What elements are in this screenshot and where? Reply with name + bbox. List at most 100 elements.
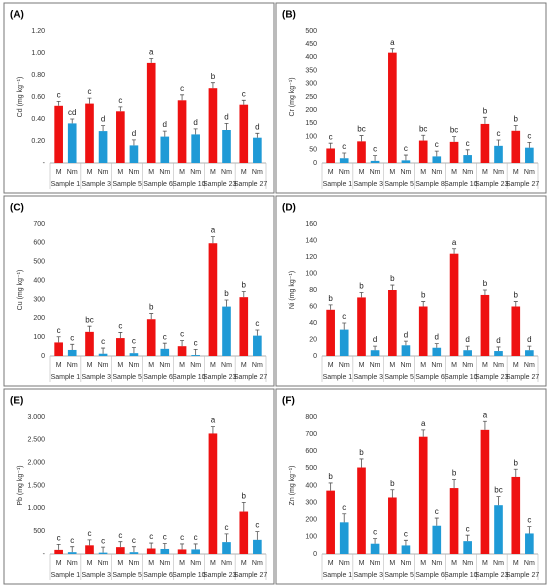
series-label: Nm: [493, 362, 504, 369]
bar: [239, 297, 249, 356]
error-bar: [465, 534, 470, 542]
panel-label: (E): [10, 396, 23, 407]
error-bar: [193, 349, 198, 356]
significance-letter: d: [224, 113, 228, 122]
y-tick-label: 100: [305, 534, 317, 541]
error-bar: [421, 301, 426, 307]
error-bar: [421, 429, 426, 437]
bar: [494, 145, 503, 163]
significance-letter: b: [421, 291, 426, 300]
significance-letter: c: [57, 91, 61, 100]
x-tick-label: Sample 3: [81, 572, 111, 579]
series-label: Nm: [159, 560, 170, 567]
error-bar: [118, 332, 123, 339]
y-tick-label: -: [43, 160, 46, 167]
x-tick-label: Sample 23: [475, 572, 509, 579]
x-tick-label: Sample 23: [203, 374, 237, 381]
series-label: M: [179, 362, 185, 369]
bar: [129, 145, 139, 163]
bar: [98, 552, 108, 554]
error-bar: [193, 543, 198, 550]
y-tick-label: 80: [309, 287, 317, 294]
significance-letter: c: [435, 140, 439, 149]
bar: [494, 505, 503, 554]
significance-letter: c: [404, 529, 408, 538]
significance-letter: c: [180, 533, 184, 542]
series-label: Nm: [431, 169, 442, 176]
significance-letter: c: [87, 529, 91, 538]
bar: [129, 552, 139, 554]
bar: [208, 88, 218, 163]
significance-letter: b: [452, 469, 457, 478]
bar: [463, 541, 472, 554]
series-label: Nm: [339, 560, 350, 567]
significance-letter: a: [149, 48, 154, 57]
y-tick-label: 0.60: [31, 94, 45, 101]
x-tick-label: Sample 5: [112, 374, 142, 381]
error-bar: [241, 99, 246, 105]
bar: [67, 349, 77, 356]
series-label: M: [56, 560, 62, 567]
panel-label: (A): [10, 10, 24, 21]
error-bar: [70, 343, 75, 350]
error-bar: [527, 526, 532, 534]
series-label: Nm: [462, 169, 473, 176]
significance-letter: b: [514, 115, 519, 124]
series-label: Nm: [67, 169, 78, 176]
y-tick-label: 700: [305, 431, 317, 438]
series-label: M: [451, 560, 457, 567]
error-bar: [465, 149, 470, 156]
significance-letter: b: [359, 448, 364, 457]
bar: [116, 547, 125, 554]
series-label: Nm: [400, 560, 411, 567]
bar: [339, 522, 349, 554]
panel-label: (D): [282, 203, 296, 214]
panel: (F) Zn (mg kg⁻¹) 0 100 200 300 400 500 600 700 800…: [275, 388, 547, 585]
error-bar: [70, 546, 75, 553]
y-tick-label: 300: [305, 81, 317, 88]
significance-letter: c: [163, 332, 167, 341]
panel: (B) Cr (mg kg⁻¹) 0 50 100 150 200 250 300 350 400 4…: [275, 2, 547, 194]
series-label: M: [328, 362, 334, 369]
error-bar: [149, 58, 154, 63]
y-tick-label: 0.20: [31, 138, 45, 145]
bar: [401, 160, 411, 163]
error-bar: [513, 301, 518, 307]
bar: [129, 353, 139, 356]
series-label: Nm: [524, 362, 535, 369]
significance-letter: a: [421, 419, 426, 428]
error-bar: [224, 533, 229, 543]
significance-letter: c: [527, 132, 531, 141]
significance-letter: d: [373, 335, 377, 344]
series-label: Nm: [339, 362, 350, 369]
bar: [370, 350, 380, 356]
x-tick-label: Sample 3: [353, 572, 383, 579]
error-bar: [210, 426, 215, 434]
series-label: Nm: [400, 169, 411, 176]
series-label: Nm: [67, 362, 78, 369]
error-bar: [210, 236, 215, 244]
bar: [388, 52, 397, 164]
significance-letter: b: [390, 274, 395, 283]
significance-letter: c: [57, 326, 61, 335]
y-tick-label: 500: [305, 465, 317, 472]
bar: [480, 429, 490, 554]
bar: [85, 103, 94, 163]
y-axis-label: Pb (mg kg⁻¹): [17, 465, 24, 505]
bar: [432, 347, 442, 356]
bar: [449, 253, 459, 356]
significance-letter: d: [465, 335, 469, 344]
significance-letter: a: [211, 416, 216, 425]
significance-letter: c: [132, 536, 136, 545]
error-bar: [328, 142, 333, 149]
bar: [511, 306, 521, 356]
significance-letter: d: [435, 333, 439, 342]
bar: [54, 342, 63, 356]
error-bar: [56, 101, 61, 106]
series-label: Nm: [98, 362, 109, 369]
bar: [177, 100, 187, 163]
bar: [85, 545, 94, 554]
bar: [222, 306, 231, 356]
bar: [326, 309, 335, 356]
significance-letter: bc: [357, 125, 365, 134]
